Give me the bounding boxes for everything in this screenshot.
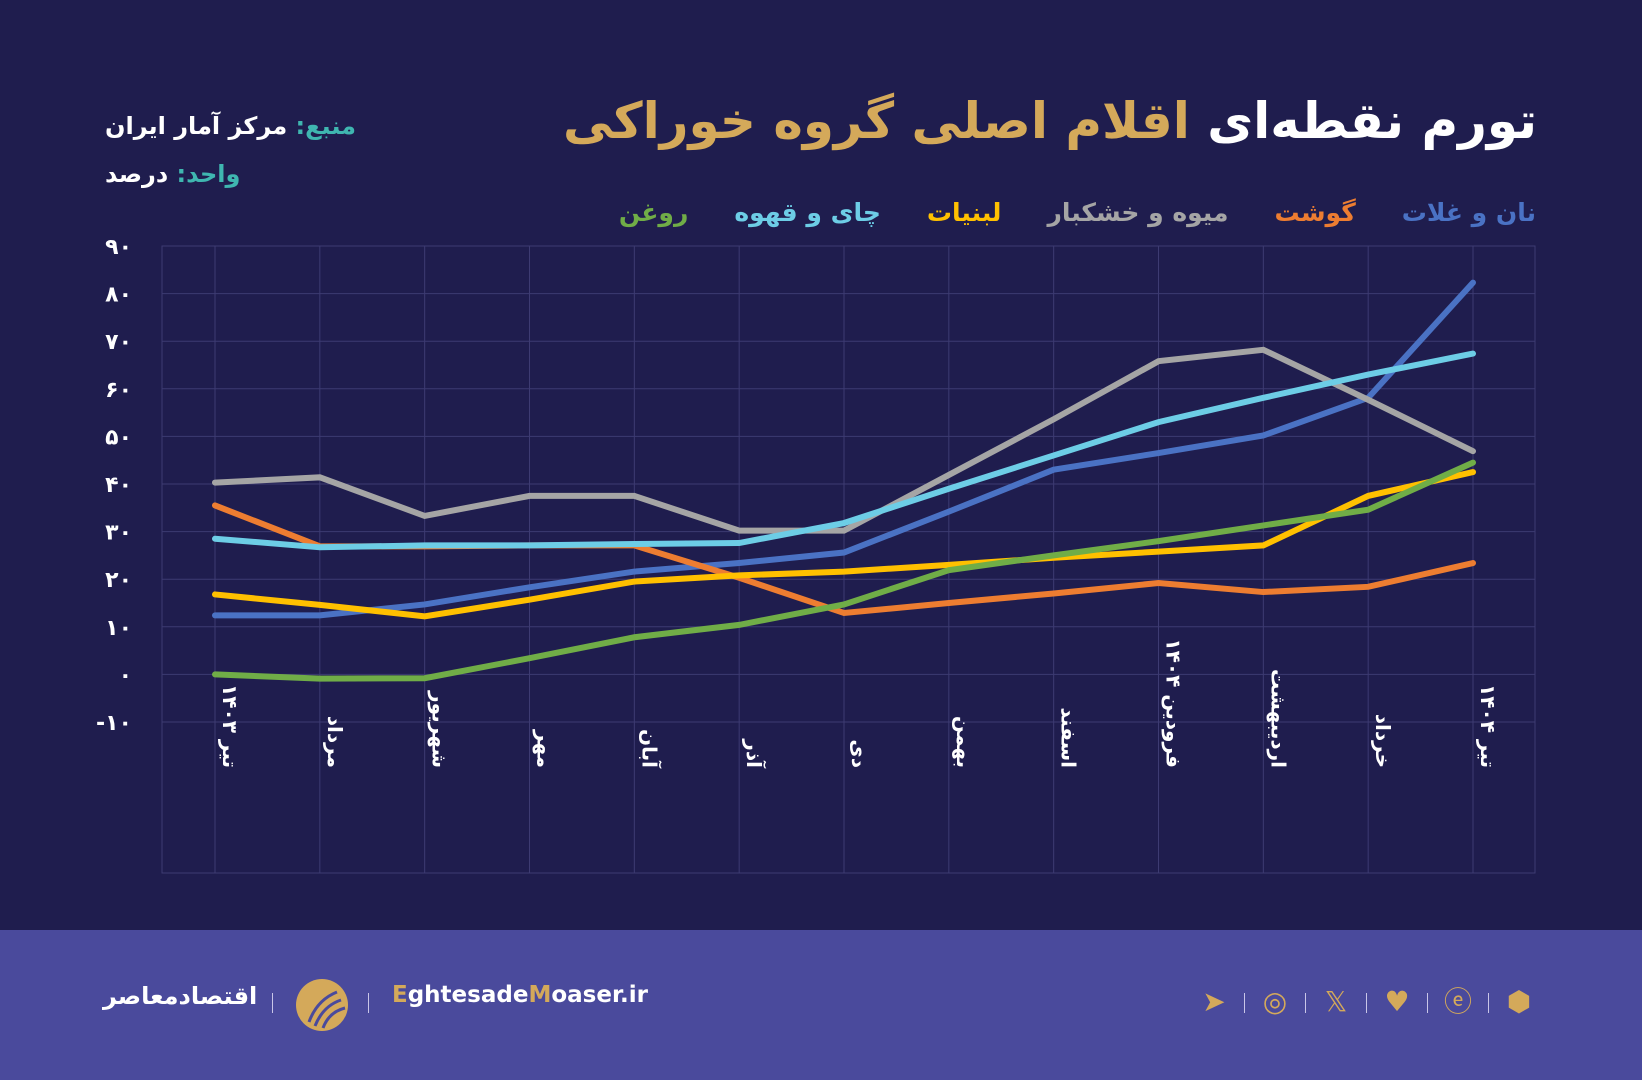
series-line [212,279,1476,619]
divider [1366,993,1367,1013]
x-tick-label: بهمن [952,716,976,768]
site-letter-m: M [528,982,552,1008]
website-link[interactable]: EghtesadeMoaser.ir [392,982,648,1008]
unit-line: واحد: درصد [105,160,240,188]
legend: نان و غلات گوشت میوه و خشکبار لبنیات چای و ق… [619,198,1536,227]
footer: اقتصادمعاصر EghtesadeMoaser.ir ➤ ◎ 𝕏 ♥ ⓔ ⬢ [0,930,1642,1080]
source-label: منبع: [295,112,356,140]
x-tick-label: خرداد [1371,714,1395,768]
divider [1305,993,1306,1013]
x-tick-label: تیر ۱۴۰۴ [1476,684,1500,768]
site-part: ghtesade [407,982,529,1008]
title-part-2: اقلام اصلی گروه خوراکی [562,92,1191,150]
site-part: oaser.ir [551,982,648,1008]
bale-icon[interactable]: ♥ [1384,985,1410,1018]
source-value: مرکز آمار ایران [105,112,288,140]
logo-icon [296,979,348,1031]
legend-item: روغن [618,198,689,227]
y-tick-label: ۴۰ [105,473,132,498]
divider [272,993,273,1013]
eitaa-icon[interactable]: ⓔ [1443,985,1472,1018]
x-tick-label: مهر [533,729,557,768]
legend-item: نان و غلات [1401,198,1536,227]
plot-frame [161,245,1536,874]
x-tick-label: مرداد [323,716,347,768]
legend-item: چای و قهوه [734,198,881,227]
y-tick-label: ۵۰ [105,425,132,450]
y-tick-label: ۹۰ [105,235,132,260]
rubika-icon[interactable]: ⬢ [1506,985,1532,1018]
unit-value: درصد [105,160,169,188]
legend-item: لبنیات [926,198,1002,227]
x-tick-label: اردیبهشت [1266,669,1290,768]
x-tick-label: تیر ۱۴۰۳ [218,684,242,768]
legend-item: میوه و خشکبار [1047,198,1229,227]
x-tick-label: فرودین ۱۴۰۴ [1162,638,1186,768]
y-tick-label: ۸۰ [105,283,132,308]
y-tick-label: ۲۰ [105,568,132,593]
y-tick-label: -۱۰ [96,711,132,736]
site-letter-e: E [392,982,408,1008]
brand-name: اقتصادمعاصر [103,982,258,1010]
x-tick-label: اسفند [1057,707,1081,768]
y-tick-label: ۷۰ [105,330,132,355]
chart-title: تورم نقطه‌ای اقلام اصلی گروه خوراکی [562,92,1538,150]
legend-item: گوشت [1274,198,1356,227]
y-tick-label: ۱۰ [105,616,132,641]
divider [1244,993,1245,1013]
x-tick-label: شهریور [428,690,452,768]
y-tick-label: ۶۰ [105,378,132,403]
line-chart: ۹۰ ۸۰ ۷۰ ۶۰ ۵۰ ۴۰ ۳۰ ۲۰ ۱۰ ۰ -۱۰ تیر ۱۴۰۳ مرداد شهریو… [96,235,1536,874]
divider [1427,993,1428,1013]
x-icon[interactable]: 𝕏 [1324,985,1348,1018]
divider [368,993,369,1013]
telegram-icon[interactable]: ➤ [1202,985,1226,1018]
series-line [212,346,1476,534]
x-tick-label: دی [847,739,871,768]
series-line [212,469,1476,620]
x-tick-label: آبان [637,729,662,769]
y-tick-label: ۳۰ [105,521,132,546]
divider [1488,993,1489,1013]
series-line [212,459,1476,682]
y-tick-label: ۰ [119,663,132,688]
source-line: منبع: مرکز آمار ایران [105,112,356,140]
instagram-icon[interactable]: ◎ [1262,985,1288,1018]
x-tick-label: آذر [742,738,767,769]
title-part-1: تورم نقطه‌ای [1207,92,1538,150]
unit-label: واحد: [176,160,241,188]
series-line [212,350,1476,551]
